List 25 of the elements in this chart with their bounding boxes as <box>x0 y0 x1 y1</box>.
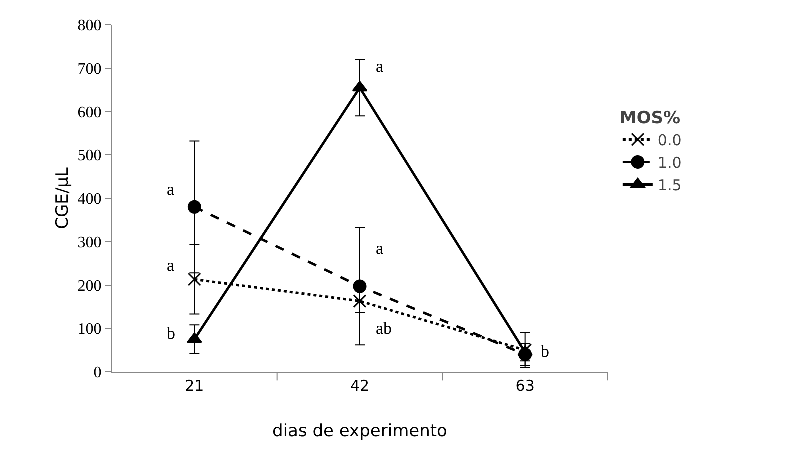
annotation: a <box>376 57 384 76</box>
y-tick-label: 300 <box>78 234 102 252</box>
y-axis-title: CGE/μL <box>53 167 73 230</box>
annotation: a <box>167 180 175 199</box>
y-tick-label: 100 <box>78 321 102 338</box>
annotation: b <box>541 342 550 361</box>
annotation: b <box>167 324 176 343</box>
annotation: ab <box>376 319 392 338</box>
annotation: a <box>376 239 384 258</box>
y-tick-label: 600 <box>78 104 102 122</box>
legend-label: 1.5 <box>658 176 682 195</box>
legend-label: 1.0 <box>658 154 682 172</box>
y-tick-label: 800 <box>78 18 102 35</box>
x-tick-label: 63 <box>516 377 535 395</box>
y-tick-label: 400 <box>78 191 102 208</box>
y-tick-label: 200 <box>78 278 102 295</box>
legend-label: 0.0 <box>658 132 682 150</box>
x-tick-label: 21 <box>185 377 204 395</box>
y-tick-label: 700 <box>78 60 102 78</box>
x-tick-label: 42 <box>350 377 370 395</box>
y-tick-label: 0 <box>94 364 102 382</box>
legend-title: MOS% <box>620 108 681 128</box>
x-axis-title: dias de experimento <box>272 421 448 442</box>
y-tick-label: 500 <box>78 148 102 165</box>
annotation: a <box>167 256 175 275</box>
